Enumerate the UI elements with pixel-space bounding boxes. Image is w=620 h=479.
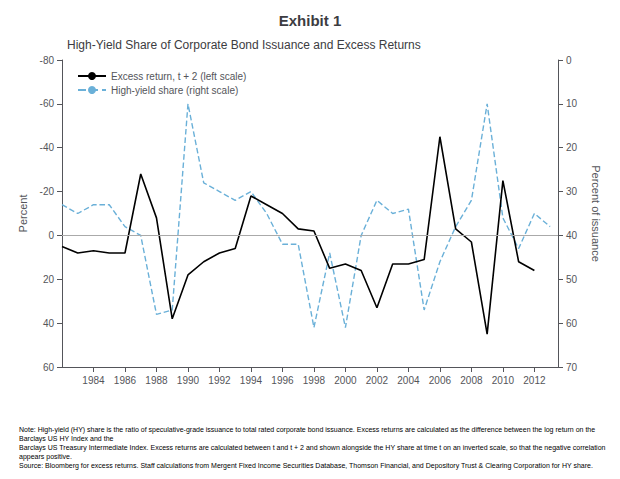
svg-text:Percent of issuance: Percent of issuance: [590, 165, 602, 262]
svg-text:1998: 1998: [303, 375, 326, 386]
svg-text:2004: 2004: [397, 375, 420, 386]
svg-text:Note: High-yield (HY) share is: Note: High-yield (HY) share is the ratio…: [19, 426, 597, 434]
svg-text:50: 50: [566, 274, 578, 285]
svg-text:20: 20: [43, 274, 55, 285]
svg-text:2012: 2012: [523, 375, 546, 386]
svg-text:Barclays US Treasury Intermedi: Barclays US Treasury Intermediate Index.…: [19, 444, 607, 452]
svg-text:Barclays US HY Index and the: Barclays US HY Index and the: [19, 435, 114, 443]
svg-text:1984: 1984: [82, 375, 105, 386]
svg-text:40: 40: [43, 318, 55, 329]
svg-text:-80: -80: [40, 55, 55, 66]
svg-text:2006: 2006: [429, 375, 452, 386]
svg-text:1994: 1994: [240, 375, 263, 386]
svg-text:-40: -40: [40, 142, 55, 153]
svg-text:30: 30: [566, 186, 578, 197]
svg-text:appears positive.: appears positive.: [19, 453, 72, 461]
svg-text:0: 0: [566, 55, 572, 66]
svg-text:60: 60: [566, 318, 578, 329]
svg-text:2002: 2002: [366, 375, 389, 386]
svg-text:70: 70: [566, 362, 578, 373]
svg-text:Percent: Percent: [17, 195, 29, 233]
svg-text:2010: 2010: [492, 375, 515, 386]
svg-text:Excess return, t + 2 (left sca: Excess return, t + 2 (left scale): [111, 71, 246, 82]
svg-text:60: 60: [43, 362, 55, 373]
svg-text:High-Yield Share of Corporate: High-Yield Share of Corporate Bond Issua…: [67, 38, 421, 52]
svg-text:1986: 1986: [114, 375, 137, 386]
svg-text:1990: 1990: [177, 375, 200, 386]
svg-text:-20: -20: [40, 186, 55, 197]
svg-text:2008: 2008: [460, 375, 483, 386]
svg-text:1996: 1996: [271, 375, 294, 386]
svg-text:High-yield share (right scale): High-yield share (right scale): [111, 85, 238, 96]
svg-text:20: 20: [566, 142, 578, 153]
svg-text:-60: -60: [40, 98, 55, 109]
svg-text:1992: 1992: [208, 375, 231, 386]
svg-text:40: 40: [566, 230, 578, 241]
svg-text:Exhibit 1: Exhibit 1: [279, 12, 342, 29]
svg-text:0: 0: [48, 230, 54, 241]
svg-text:10: 10: [566, 98, 578, 109]
svg-text:2000: 2000: [334, 375, 357, 386]
svg-text:1988: 1988: [145, 375, 168, 386]
svg-text:Source: Bloomberg for excess r: Source: Bloomberg for excess returns. St…: [19, 462, 593, 470]
